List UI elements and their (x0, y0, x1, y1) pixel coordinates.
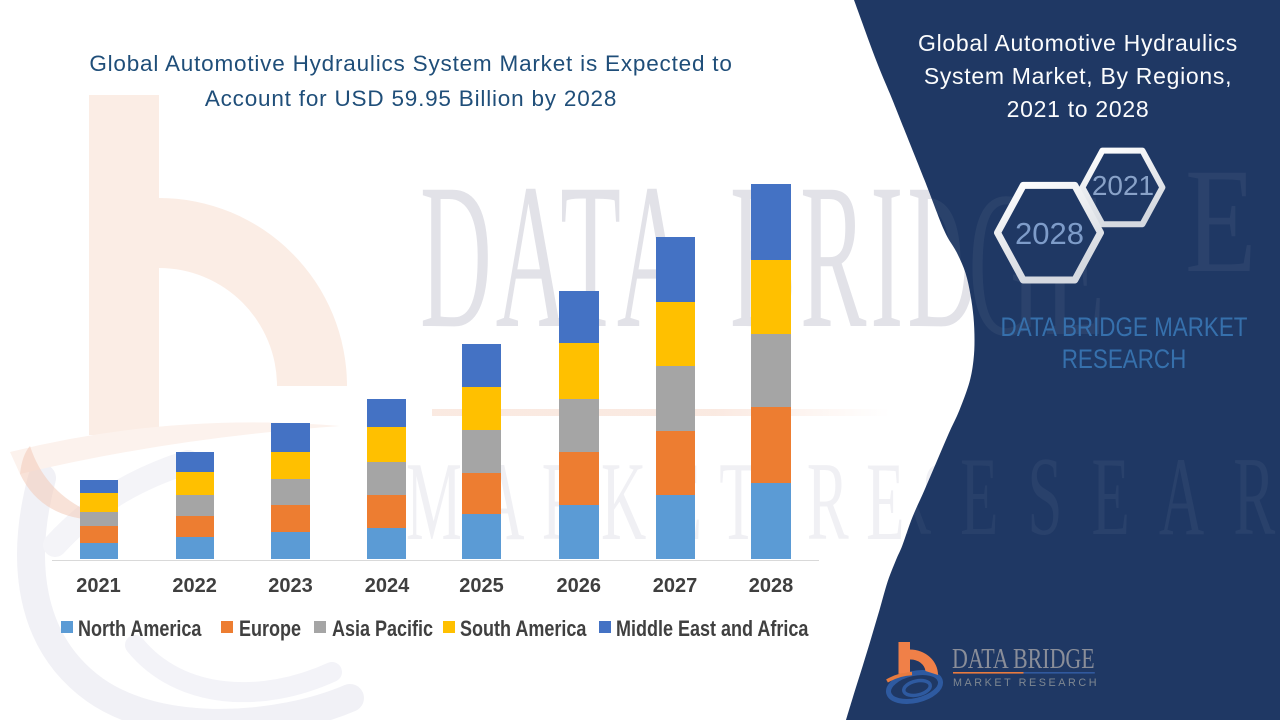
svg-text:MARKET RESEARCH: MARKET RESEARCH (953, 677, 1099, 689)
svg-text:DATA BRIDGE: DATA BRIDGE (952, 642, 1095, 674)
svg-text:MARKET RESEARCH: MARKET RESEARCH (406, 434, 1280, 559)
svg-text:E: E (1185, 138, 1256, 304)
